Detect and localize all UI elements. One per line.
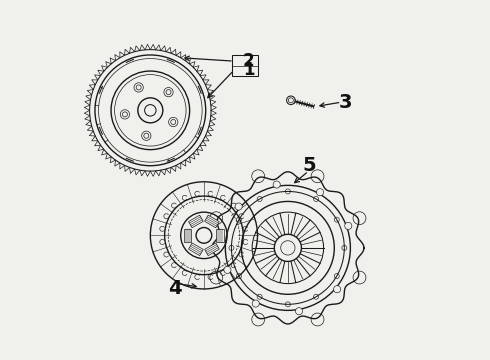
Circle shape (136, 85, 141, 90)
Circle shape (235, 203, 242, 210)
Circle shape (317, 189, 323, 196)
Polygon shape (189, 215, 203, 228)
Circle shape (122, 112, 127, 117)
Circle shape (345, 222, 352, 229)
Polygon shape (184, 229, 192, 242)
Polygon shape (205, 215, 220, 228)
Polygon shape (217, 229, 223, 242)
Circle shape (274, 234, 301, 261)
Circle shape (295, 308, 303, 315)
Polygon shape (189, 243, 203, 256)
Circle shape (252, 300, 259, 307)
Polygon shape (205, 243, 220, 256)
Circle shape (166, 90, 171, 95)
Circle shape (273, 181, 280, 188)
Circle shape (334, 285, 341, 293)
Text: 2: 2 (243, 52, 255, 70)
FancyBboxPatch shape (232, 55, 258, 76)
Circle shape (145, 105, 156, 116)
Circle shape (171, 120, 176, 125)
Circle shape (144, 133, 149, 138)
Text: 3: 3 (338, 93, 352, 112)
Text: 4: 4 (169, 279, 182, 298)
Text: 5: 5 (302, 156, 316, 175)
Circle shape (224, 266, 231, 274)
Text: 1: 1 (243, 61, 255, 79)
Circle shape (287, 96, 295, 105)
